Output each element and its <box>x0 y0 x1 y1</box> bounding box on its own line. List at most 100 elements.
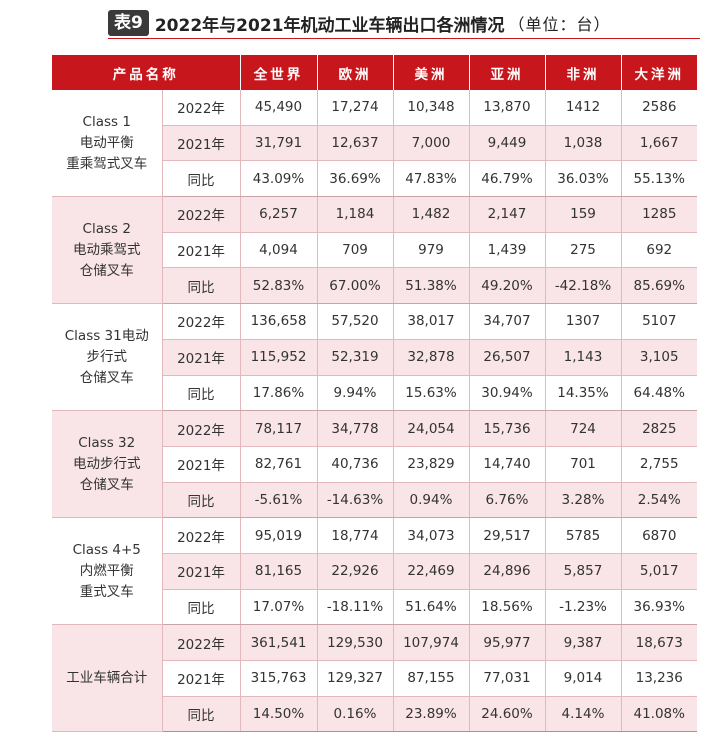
row-label-cell: 同比 <box>162 160 241 198</box>
value-cell: 23,829 <box>393 446 470 483</box>
value-cell: 2,755 <box>621 446 697 483</box>
table-row: Class 32 电动步行式 仓储叉车 2022年 78,117 34,778 24,054… <box>52 410 697 519</box>
value-cell: -1.23% <box>545 589 622 626</box>
row-label-cell: 2022年 <box>162 517 241 554</box>
value-cell: 159 <box>545 196 622 233</box>
value-cell: 1,482 <box>393 196 470 233</box>
value-cell: 38,017 <box>393 303 470 340</box>
value-cell: 18,673 <box>621 624 697 661</box>
value-cell: 24.60% <box>469 696 546 733</box>
value-cell: 14,740 <box>469 446 546 483</box>
value-cell: 275 <box>545 232 622 269</box>
table-row: Class 2 电动乘驾式 仓储叉车 2022年 6,257 1,184 1,482 2,14… <box>52 196 697 305</box>
value-cell: 701 <box>545 446 622 483</box>
value-cell: 26,507 <box>469 339 546 376</box>
value-cell: 24,896 <box>469 553 546 590</box>
row-label-cell: 同比 <box>162 482 241 519</box>
product-group: 工业车辆合计 2022年 361,541 129,530 107,974 95,977 9,… <box>52 624 697 733</box>
table-row: 2021年 81,165 22,926 22,469 24,896 5,857 5,017 <box>52 553 697 590</box>
value-cell: 129,327 <box>317 660 394 697</box>
value-cell: 95,977 <box>469 624 546 661</box>
header-asia: 亚洲 <box>469 55 546 90</box>
table-row: Class 4+5 内燃平衡 重式叉车 2022年 95,019 18,774 34,073… <box>52 517 697 626</box>
value-cell: 95,019 <box>240 517 318 554</box>
product-group: Class 2 电动乘驾式 仓储叉车 2022年 6,257 1,184 1,482 2,14… <box>52 196 697 305</box>
value-cell: 692 <box>621 232 697 269</box>
value-cell: 41.08% <box>621 696 697 733</box>
value-cell: 979 <box>393 232 470 269</box>
value-cell: 13,870 <box>469 90 546 126</box>
value-cell: 45,490 <box>240 90 318 126</box>
header-americas: 美洲 <box>393 55 470 90</box>
value-cell: 4.14% <box>545 696 622 733</box>
value-cell: 1,667 <box>621 125 697 162</box>
value-cell: 2.54% <box>621 482 697 519</box>
product-category-cell: Class 4+5 内燃平衡 重式叉车 <box>52 517 163 626</box>
value-cell: 107,974 <box>393 624 470 661</box>
export-table: 产品名称 全世界 欧洲 美洲 亚洲 非洲 大洋洲 Class 1 电动平衡 重乘驾式… <box>52 55 697 733</box>
table-row: Class 1 电动平衡 重乘驾式叉车 2022年 45,490 17,274 10,348… <box>52 90 697 198</box>
value-cell: 15,736 <box>469 410 546 447</box>
value-cell: 18.56% <box>469 589 546 626</box>
table-row: 同比 52.83% 67.00% 51.38% 49.20% -42.18% 85.69% <box>52 267 697 305</box>
value-cell: -5.61% <box>240 482 318 519</box>
value-cell: 34,073 <box>393 517 470 554</box>
value-cell: 52.83% <box>240 267 318 305</box>
value-cell: 31,791 <box>240 125 318 162</box>
table-row: 2021年 82,761 40,736 23,829 14,740 701 2,755 <box>52 446 697 483</box>
value-cell: -14.63% <box>317 482 394 519</box>
value-cell: 5785 <box>545 517 622 554</box>
value-cell: 43.09% <box>240 160 318 198</box>
value-cell: 1412 <box>545 90 622 126</box>
value-cell: 1,143 <box>545 339 622 376</box>
table-row: Class 31电动 步行式 仓储叉车 2022年 136,658 57,520 38,01… <box>52 303 697 412</box>
value-cell: 14.35% <box>545 375 622 412</box>
row-label-cell: 2022年 <box>162 624 241 661</box>
value-cell: 64.48% <box>621 375 697 412</box>
value-cell: 3.28% <box>545 482 622 519</box>
row-label-cell: 2022年 <box>162 410 241 447</box>
table-title: 表9 2022年与2021年机动工业车辆出口各洲情况 （单位：台） <box>108 8 611 38</box>
value-cell: -18.11% <box>317 589 394 626</box>
value-cell: 67.00% <box>317 267 394 305</box>
row-label-cell: 2022年 <box>162 196 241 233</box>
value-cell: 85.69% <box>621 267 697 305</box>
table-row: 2021年 315,763 129,327 87,155 77,031 9,014 13,2… <box>52 660 697 697</box>
product-category-cell: Class 1 电动平衡 重乘驾式叉车 <box>52 90 163 198</box>
product-group: Class 32 电动步行式 仓储叉车 2022年 78,117 34,778 24,054… <box>52 410 697 519</box>
value-cell: 17.86% <box>240 375 318 412</box>
value-cell: 2,147 <box>469 196 546 233</box>
table-row: 工业车辆合计 2022年 361,541 129,530 107,974 95,977 9,… <box>52 624 697 733</box>
value-cell: 10,348 <box>393 90 470 126</box>
value-cell: 51.38% <box>393 267 470 305</box>
value-cell: 724 <box>545 410 622 447</box>
value-cell: 15.63% <box>393 375 470 412</box>
table-row: 2021年 4,094 709 979 1,439 275 692 <box>52 232 697 269</box>
value-cell: 22,926 <box>317 553 394 590</box>
header-africa: 非洲 <box>545 55 622 90</box>
value-cell: 23.89% <box>393 696 470 733</box>
table-title-text: 2022年与2021年机动工业车辆出口各洲情况 <box>154 15 505 36</box>
value-cell: 1,184 <box>317 196 394 233</box>
value-cell: 4,094 <box>240 232 318 269</box>
value-cell: 77,031 <box>469 660 546 697</box>
value-cell: 34,778 <box>317 410 394 447</box>
table-row: 同比 17.86% 9.94% 15.63% 30.94% 14.35% 64.48% <box>52 375 697 412</box>
value-cell: 46.79% <box>469 160 546 198</box>
table-row: 同比 14.50% 0.16% 23.89% 24.60% 4.14% 41.08% <box>52 696 697 733</box>
value-cell: 3,105 <box>621 339 697 376</box>
product-group: Class 1 电动平衡 重乘驾式叉车 2022年 45,490 17,274 10,348… <box>52 90 697 198</box>
value-cell: 115,952 <box>240 339 318 376</box>
value-cell: 34,707 <box>469 303 546 340</box>
value-cell: 1,439 <box>469 232 546 269</box>
header-product: 产品名称 <box>52 55 241 90</box>
value-cell: 6.76% <box>469 482 546 519</box>
value-cell: 81,165 <box>240 553 318 590</box>
value-cell: 36.03% <box>545 160 622 198</box>
value-cell: 1307 <box>545 303 622 340</box>
value-cell: 32,878 <box>393 339 470 376</box>
value-cell: 5107 <box>621 303 697 340</box>
value-cell: 7,000 <box>393 125 470 162</box>
value-cell: 12,637 <box>317 125 394 162</box>
value-cell: 1285 <box>621 196 697 233</box>
